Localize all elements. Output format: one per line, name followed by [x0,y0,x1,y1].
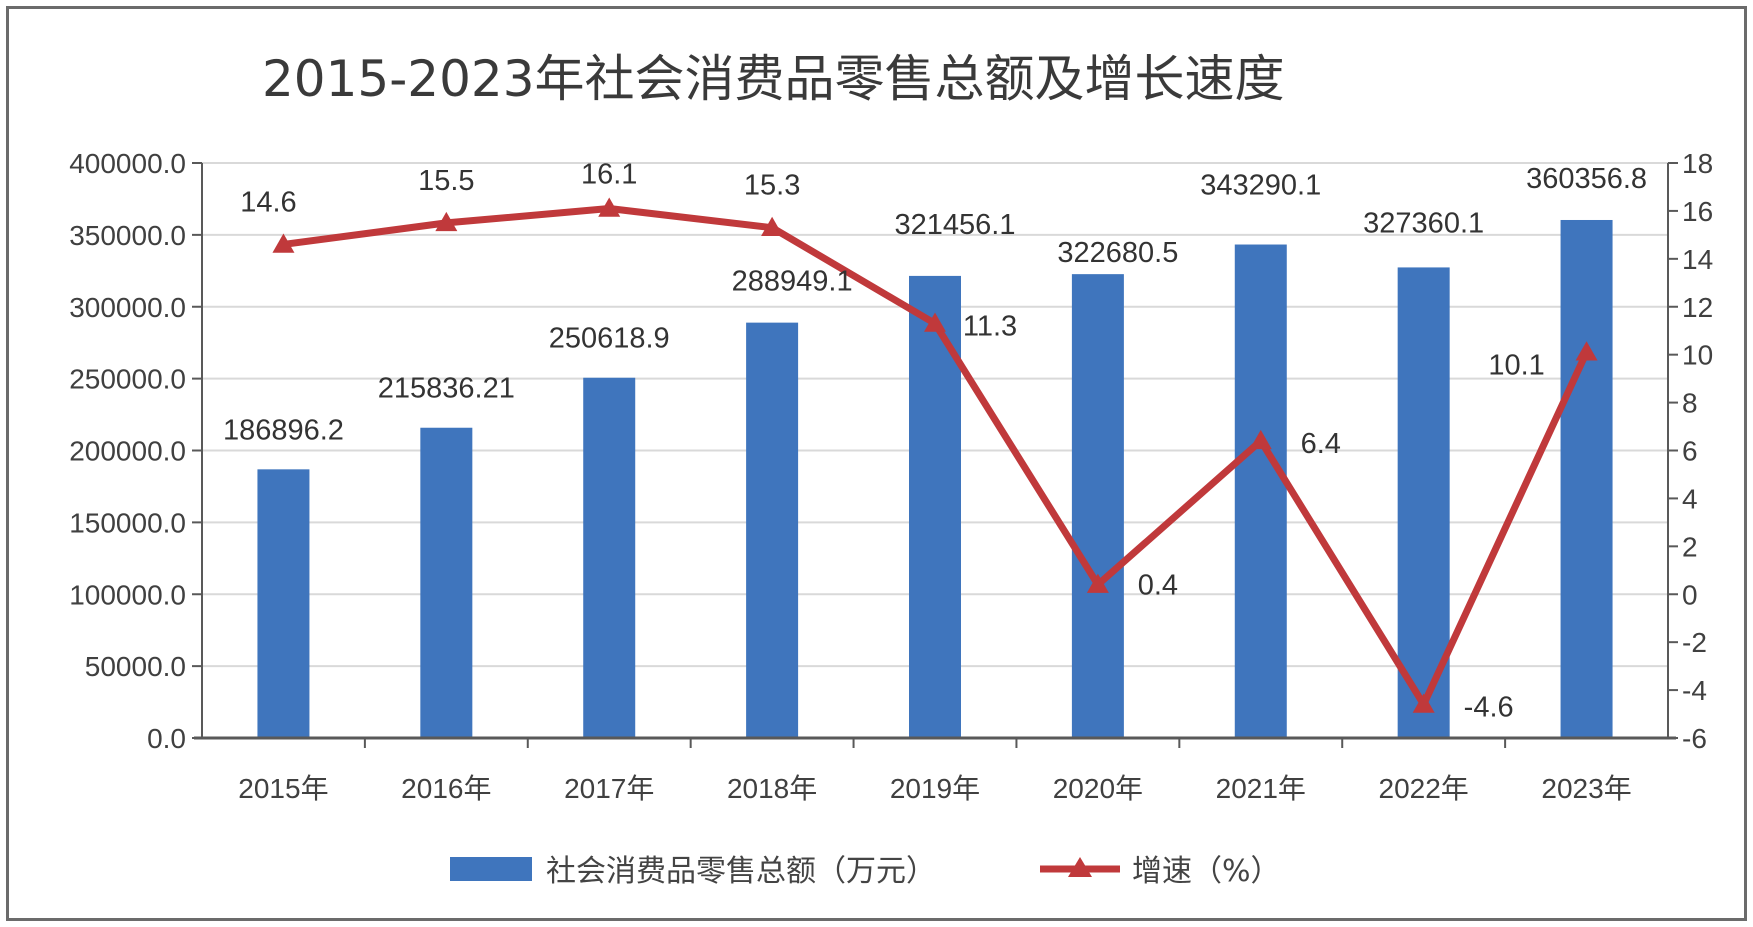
legend-bar-label: 社会消费品零售总额（万元） [546,854,936,889]
line-data-label: 11.3 [963,311,1017,343]
bar-data-label: 250618.9 [549,323,670,355]
legend-bar-swatch [450,857,532,881]
chart-frame [6,6,1747,921]
left-tick-label: 200000.0 [69,436,186,467]
right-tick-label: -6 [1682,723,1707,754]
bar [1071,274,1124,738]
data-labels: 186896.2 215836.21 250618.9 288949.1 321456.… [223,159,1647,724]
growth-marker [272,233,295,253]
x-tick-label: 2020年 [1053,773,1143,804]
right-tick-label: 16 [1682,196,1713,227]
bar-data-label: 186896.2 [223,414,344,446]
left-tick-label: 0.0 [147,723,186,754]
bar [1234,244,1287,738]
bar [257,469,310,738]
right-tick-label: 18 [1682,148,1713,179]
x-tick-label: 2018年 [727,773,817,804]
bar [583,377,636,738]
left-tick-label: 100000.0 [69,579,186,610]
bar [1560,219,1613,738]
right-tick-label: 2 [1682,531,1698,562]
bar [909,275,961,738]
bar [746,322,799,738]
axes: 0.0 50000.0 100000.0 150000.0 200000.0 250000… [69,148,1713,804]
line-data-label: -4.6 [1464,691,1514,723]
bar-data-label: 215836.21 [378,373,515,405]
left-tick-label: 400000.0 [69,148,186,179]
line-data-label: 14.6 [240,186,296,218]
right-tick-label: 10 [1682,340,1713,371]
bar-data-label: 288949.1 [732,266,853,298]
right-tick-label: 14 [1682,244,1713,275]
growth-marker [1086,573,1109,593]
line-data-label: 6.4 [1301,428,1341,460]
growth-marker [761,216,784,236]
growth-marker [1412,693,1435,713]
legend-line-label: 增速（%） [1132,854,1281,889]
right-tick-label: -4 [1682,675,1707,706]
bar-data-label: 321456.1 [895,209,1016,241]
legend: 社会消费品零售总额（万元） 增速（%） [450,854,1281,889]
line-data-label: 10.1 [1488,349,1544,381]
left-tick-label: 50000.0 [85,651,186,682]
bar-data-label: 322680.5 [1057,237,1178,269]
line-data-label: 15.5 [418,165,474,197]
x-tick-label: 2017年 [564,773,654,804]
x-tick-label: 2016年 [401,773,491,804]
growth-marker [1249,429,1272,450]
bar-data-label: 327360.1 [1363,207,1484,239]
left-tick-label: 300000.0 [69,292,186,323]
bar-series [257,219,1613,738]
right-tick-label: 12 [1682,292,1713,323]
right-tick-label: 0 [1682,579,1698,610]
line-data-label: 16.1 [581,159,637,191]
line-data-label: 0.4 [1138,570,1178,602]
line-data-label: 15.3 [744,170,800,202]
x-tick-label: 2022年 [1379,773,1469,804]
growth-marker [924,312,946,332]
x-tick-label: 2019年 [890,773,980,804]
left-tick-label: 150000.0 [69,507,186,538]
right-tick-label: 4 [1682,483,1698,514]
bar-data-label: 343290.1 [1200,170,1321,202]
right-tick-label: -2 [1682,627,1707,658]
x-tick-label: 2023年 [1541,773,1631,804]
left-tick-label: 350000.0 [69,220,186,251]
growth-marker [1575,341,1598,361]
legend-line-marker [1068,857,1092,877]
line-series [272,197,1598,713]
growth-marker [598,197,621,217]
bar-data-label: 360356.8 [1526,163,1647,195]
right-tick-label: 6 [1682,436,1698,467]
growth-marker [435,211,458,232]
x-tick-label: 2021年 [1216,773,1306,804]
x-tick-label: 2015年 [238,773,328,804]
bar [420,427,473,738]
left-tick-label: 250000.0 [69,364,186,395]
right-tick-label: 8 [1682,388,1698,419]
chart-title: 2015-2023年社会消费品零售总额及增长速度 [262,50,1285,108]
